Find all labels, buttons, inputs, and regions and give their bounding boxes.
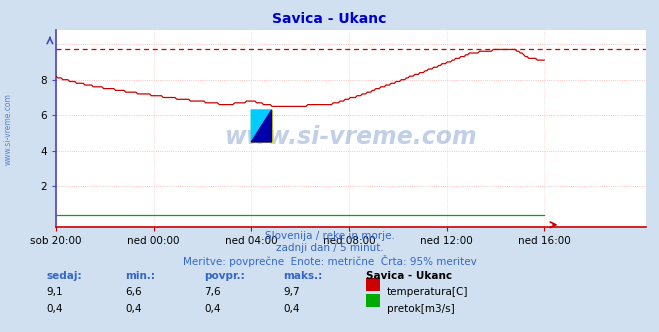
Text: www.si-vreme.com: www.si-vreme.com <box>225 124 477 148</box>
Text: 0,4: 0,4 <box>125 304 142 314</box>
Text: 7,6: 7,6 <box>204 287 221 297</box>
Text: www.si-vreme.com: www.si-vreme.com <box>4 93 13 165</box>
Text: 0,4: 0,4 <box>283 304 300 314</box>
Polygon shape <box>251 110 272 142</box>
Text: 0,4: 0,4 <box>204 304 221 314</box>
Text: 0,4: 0,4 <box>46 304 63 314</box>
Text: 9,7: 9,7 <box>283 287 300 297</box>
Text: 9,1: 9,1 <box>46 287 63 297</box>
Text: Meritve: povprečne  Enote: metrične  Črta: 95% meritev: Meritve: povprečne Enote: metrične Črta:… <box>183 255 476 267</box>
Text: zadnji dan / 5 minut.: zadnji dan / 5 minut. <box>275 243 384 253</box>
Text: min.:: min.: <box>125 271 156 281</box>
Polygon shape <box>251 110 272 142</box>
Text: pretok[m3/s]: pretok[m3/s] <box>387 304 455 314</box>
Text: temperatura[C]: temperatura[C] <box>387 287 469 297</box>
Text: Savica - Ukanc: Savica - Ukanc <box>366 271 452 281</box>
Text: povpr.:: povpr.: <box>204 271 245 281</box>
Text: sedaj:: sedaj: <box>46 271 82 281</box>
Bar <box>251 110 272 142</box>
Text: Slovenija / reke in morje.: Slovenija / reke in morje. <box>264 231 395 241</box>
Text: maks.:: maks.: <box>283 271 323 281</box>
Text: 6,6: 6,6 <box>125 287 142 297</box>
Text: Savica - Ukanc: Savica - Ukanc <box>272 12 387 26</box>
